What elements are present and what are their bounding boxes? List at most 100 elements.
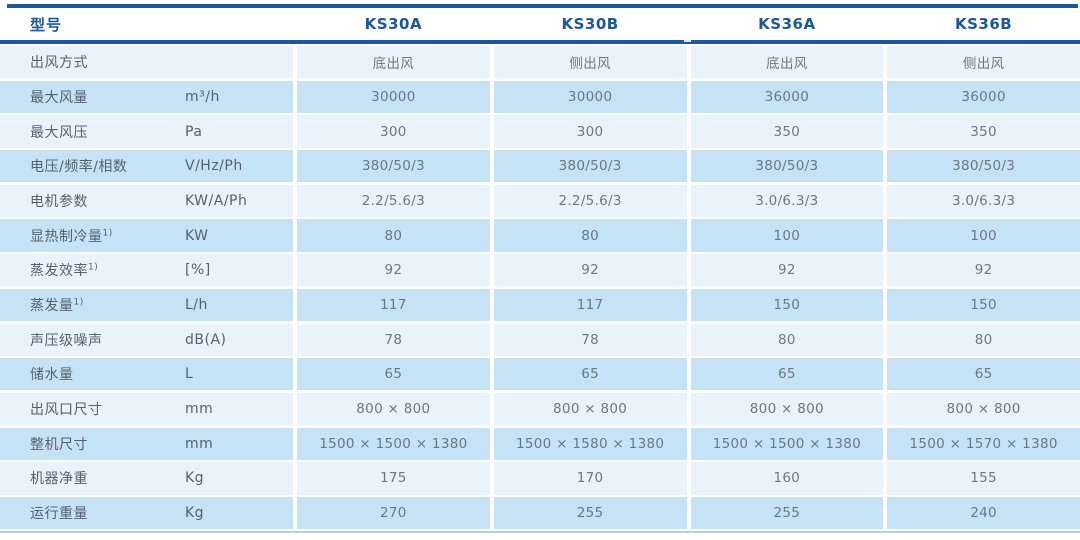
value-cell: 65	[690, 358, 884, 391]
row-label: 出风方式	[30, 55, 88, 72]
value-cell: 65	[297, 358, 490, 391]
value-cell: 800 × 800	[297, 392, 490, 426]
row-label-cell: 整机尺寸 mm	[0, 427, 293, 460]
top-rule	[7, 4, 1078, 8]
header-model-column-label: 型号	[30, 15, 63, 34]
value-cell: 80	[690, 323, 884, 356]
row-unit: mm	[185, 401, 214, 418]
row-label-cell: 机器净重 Kg	[0, 462, 293, 495]
row-label-cell: 显热制冷量1) KW	[0, 219, 293, 252]
value-cell: 1500 × 1570 × 1380	[887, 427, 1080, 460]
row-label-cell: 声压级噪声 dB(A)	[0, 323, 293, 356]
header-rule-notch	[684, 40, 691, 42]
row-unit: Kg	[185, 470, 205, 487]
row-label: 出风口尺寸	[30, 402, 103, 419]
value-cell: 30000	[493, 80, 687, 113]
value-cell: 380/50/3	[690, 150, 884, 183]
value-cell: 2.2/5.6/3	[297, 184, 490, 218]
value-cell: 65	[493, 358, 687, 391]
value-cell: 100	[887, 219, 1080, 252]
header-model-ks30a: KS30A	[364, 15, 423, 33]
value-cell: 380/50/3	[297, 150, 490, 183]
row-label: 储水量	[30, 367, 74, 384]
row-unit: KW	[185, 227, 209, 244]
value-cell: 78	[297, 323, 490, 356]
value-cell: 78	[493, 323, 687, 356]
row-label: 机器净重	[30, 471, 88, 488]
row-label: 声压级噪声	[30, 332, 103, 349]
row-unit: L	[185, 366, 194, 383]
value-cell: 92	[690, 254, 884, 287]
bottom-rule	[0, 531, 1080, 533]
value-cell: 36000	[690, 80, 884, 113]
row-unit: m³/h	[185, 88, 220, 105]
value-cell: 350	[887, 115, 1080, 148]
row-label-cell: 蒸发量1) L/h	[0, 288, 293, 322]
value-cell: 92	[493, 254, 687, 287]
value-cell: 1500 × 1580 × 1380	[493, 427, 687, 460]
value-cell: 36000	[887, 80, 1080, 113]
value-cell: 底出风	[297, 46, 490, 79]
row-label: 整机尺寸	[30, 436, 88, 453]
value-cell: 800 × 800	[690, 392, 884, 426]
footnote-marker: 1)	[88, 262, 99, 273]
value-cell: 80	[493, 219, 687, 252]
table-body: 出风方式 底出风 侧出风 底出风 侧出风 最大风量 m³/h 30000 30000 36000 3…	[0, 46, 1080, 530]
value-cell: 255	[690, 496, 884, 530]
row-unit: dB(A)	[185, 331, 227, 348]
value-cell: 2.2/5.6/3	[493, 184, 687, 218]
row-label: 电压/频率/相数	[30, 159, 128, 176]
row-label: 最大风压	[30, 124, 88, 141]
row-unit: mm	[185, 435, 214, 452]
row-label-cell: 运行重量 Kg	[0, 496, 293, 530]
value-cell: 1500 × 1500 × 1380	[297, 427, 490, 460]
row-label: 最大风量	[30, 89, 88, 106]
row-unit: L/h	[185, 296, 208, 313]
value-cell: 117	[297, 288, 490, 322]
value-cell: 侧出风	[493, 46, 687, 79]
row-label-cell: 出风口尺寸 mm	[0, 392, 293, 426]
value-cell: 270	[297, 496, 490, 530]
row-label-cell: 最大风压 Pa	[0, 115, 293, 148]
value-cell: 92	[887, 254, 1080, 287]
table-header: 型号 KS30A KS30B KS36A KS36B	[0, 8, 1080, 40]
value-cell: 1500 × 1500 × 1380	[690, 427, 884, 460]
value-cell: 3.0/6.3/3	[887, 184, 1080, 218]
value-cell: 侧出风	[887, 46, 1080, 79]
value-cell: 80	[297, 219, 490, 252]
value-cell: 150	[887, 288, 1080, 322]
value-cell: 255	[493, 496, 687, 530]
footnote-marker: 1)	[73, 297, 84, 308]
value-cell: 底出风	[690, 46, 884, 79]
row-label: 蒸发量1)	[30, 297, 84, 314]
value-cell: 3.0/6.3/3	[690, 184, 884, 218]
value-cell: 80	[887, 323, 1080, 356]
row-unit: [%]	[185, 262, 211, 279]
value-cell: 175	[297, 462, 490, 495]
value-cell: 155	[887, 462, 1080, 495]
row-unit: Kg	[185, 505, 205, 522]
value-cell: 300	[297, 115, 490, 148]
value-cell: 160	[690, 462, 884, 495]
value-cell: 350	[690, 115, 884, 148]
row-label: 显热制冷量1)	[30, 227, 113, 245]
row-label-cell: 最大风量 m³/h	[0, 80, 293, 113]
header-model-ks36b: KS36B	[955, 15, 1013, 33]
row-label: 电机参数	[30, 193, 88, 210]
row-unit: KW/A/Ph	[185, 192, 248, 209]
value-cell: 170	[493, 462, 687, 495]
footnote-marker: 1)	[102, 227, 113, 238]
row-label-cell: 电机参数 KW/A/Ph	[0, 184, 293, 218]
row-unit: V/Hz/Ph	[185, 158, 243, 175]
row-label-cell: 电压/频率/相数 V/Hz/Ph	[0, 150, 293, 183]
row-label: 运行重量	[30, 506, 88, 523]
header-model-ks30b: KS30B	[561, 15, 619, 33]
value-cell: 92	[297, 254, 490, 287]
row-label-cell: 出风方式	[0, 46, 293, 79]
value-cell: 100	[690, 219, 884, 252]
value-cell: 150	[690, 288, 884, 322]
value-cell: 65	[887, 358, 1080, 391]
value-cell: 117	[493, 288, 687, 322]
header-model-ks36a: KS36A	[758, 15, 816, 33]
